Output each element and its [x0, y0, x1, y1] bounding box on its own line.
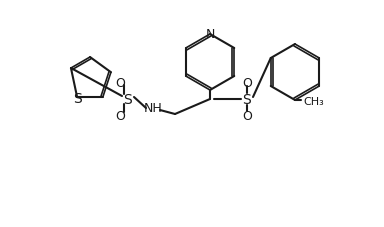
Text: O: O: [242, 76, 252, 89]
Text: N: N: [205, 27, 215, 40]
Text: O: O: [115, 109, 125, 122]
Text: S: S: [73, 91, 81, 105]
Text: O: O: [115, 76, 125, 89]
Text: S: S: [243, 93, 252, 106]
Text: CH₃: CH₃: [303, 96, 324, 106]
Text: S: S: [124, 93, 132, 106]
Text: NH: NH: [144, 101, 162, 114]
Text: O: O: [242, 109, 252, 122]
